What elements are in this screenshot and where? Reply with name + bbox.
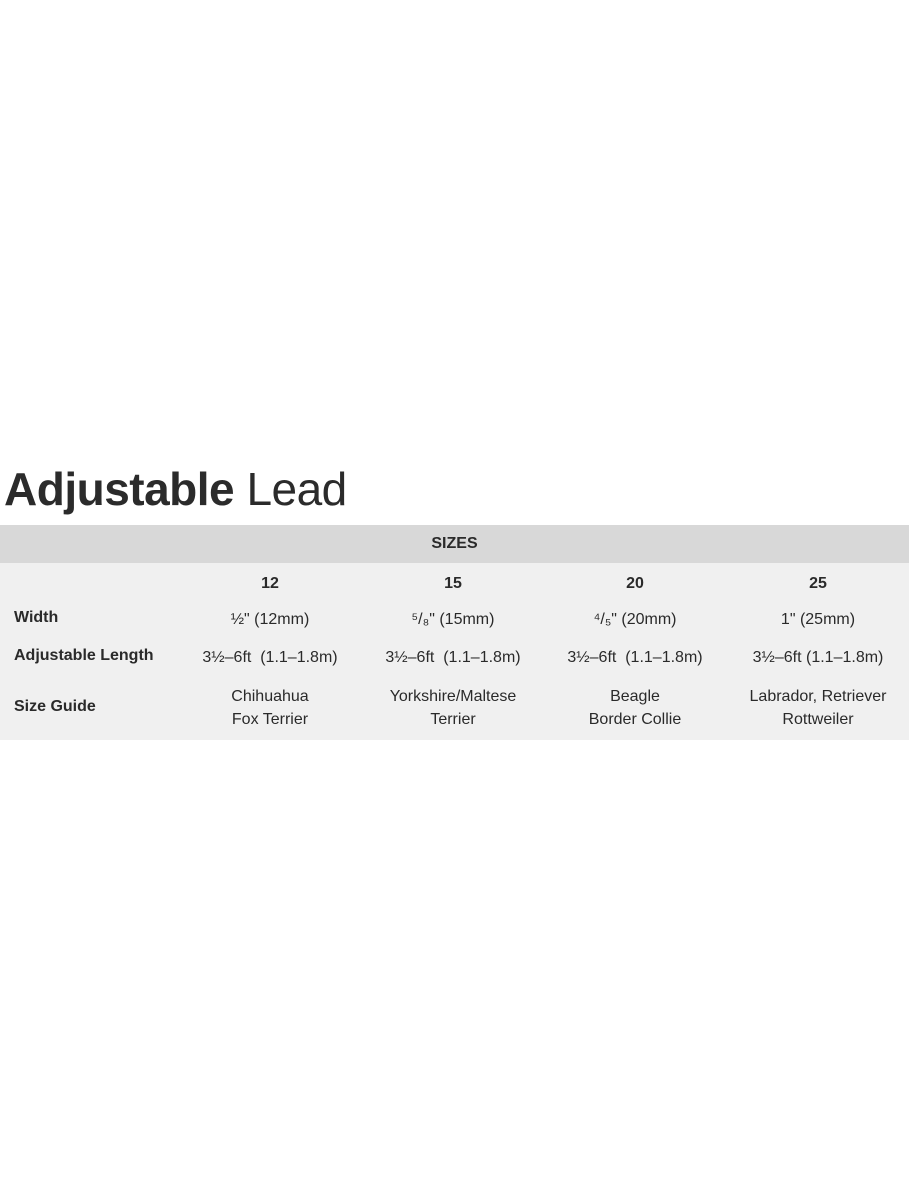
- size-12: 12: [261, 575, 279, 592]
- guide-line: Yorkshire/Maltese: [389, 688, 517, 705]
- size-table: 12 15 20 25 Width ½" (12mm) ⁵/₈" (15mm) …: [0, 563, 909, 740]
- length-cell: 3½–6ft (1.1–1.8m): [752, 649, 884, 666]
- guide-line: Fox Terrier: [231, 711, 309, 728]
- row-label-size-guide: Size Guide: [14, 698, 96, 715]
- guide-line: Labrador, Retriever: [749, 688, 887, 705]
- row-label-length: Adjustable Length: [14, 647, 154, 664]
- row-label-width: Width: [14, 609, 59, 626]
- size-25: 25: [809, 575, 827, 592]
- guide-line: Beagle: [610, 688, 660, 705]
- sizes-header: SIZES: [0, 525, 909, 563]
- width-cell: 1" (25mm): [780, 611, 856, 628]
- width-cell: ⁴/₅" (20mm): [593, 611, 677, 628]
- length-cell: 3½–6ft (1.1–1.8m): [385, 649, 521, 666]
- guide-line: Border Collie: [588, 711, 682, 728]
- length-cell: 3½–6ft (1.1–1.8m): [567, 649, 703, 666]
- guide-line: Terrier: [430, 711, 476, 728]
- width-cell: ½" (12mm): [230, 611, 310, 628]
- width-cell: ⁵/₈" (15mm): [411, 611, 495, 628]
- guide-cell: Chihuahua Fox Terrier: [180, 685, 360, 731]
- guide-cell: Beagle Border Collie: [545, 685, 725, 731]
- title-light: Lead: [246, 463, 347, 515]
- size-15: 15: [444, 575, 462, 592]
- guide-cell: Yorkshire/Maltese Terrier: [363, 685, 543, 731]
- size-20: 20: [626, 575, 644, 592]
- guide-line: Rottweiler: [782, 711, 854, 728]
- length-cell: 3½–6ft (1.1–1.8m): [202, 649, 338, 666]
- page-title: Adjustable Lead: [4, 462, 347, 516]
- title-bold: Adjustable: [4, 463, 235, 515]
- guide-line: Chihuahua: [231, 688, 309, 705]
- guide-cell: Labrador, Retriever Rottweiler: [728, 685, 908, 731]
